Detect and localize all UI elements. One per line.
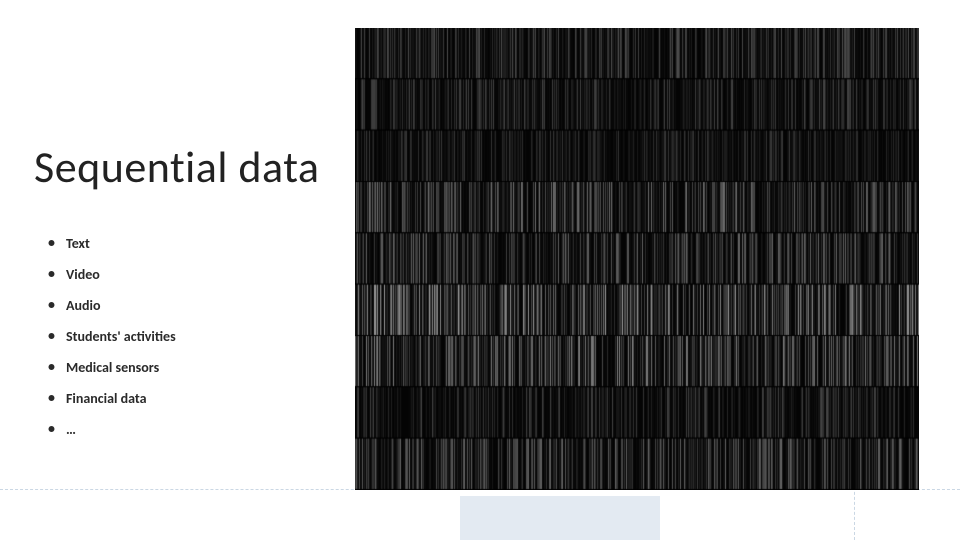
slide-title: Sequential data [34, 140, 319, 194]
list-item: Text [48, 228, 328, 259]
footer-accent-block [460, 496, 660, 540]
spectrogram-canvas [355, 28, 919, 490]
list-item: Medical sensors [48, 352, 328, 383]
top-margin-strip [0, 0, 960, 28]
list-item: Students' activities [48, 321, 328, 352]
list-item: Audio [48, 290, 328, 321]
bullet-list: Text Video Audio Students' activities Me… [48, 228, 328, 445]
list-item: … [48, 414, 328, 445]
list-item: Financial data [48, 383, 328, 414]
list-item: Video [48, 259, 328, 290]
slide: Sequential data Text Video Audio Student… [0, 0, 960, 540]
spectrogram-image [355, 28, 919, 490]
